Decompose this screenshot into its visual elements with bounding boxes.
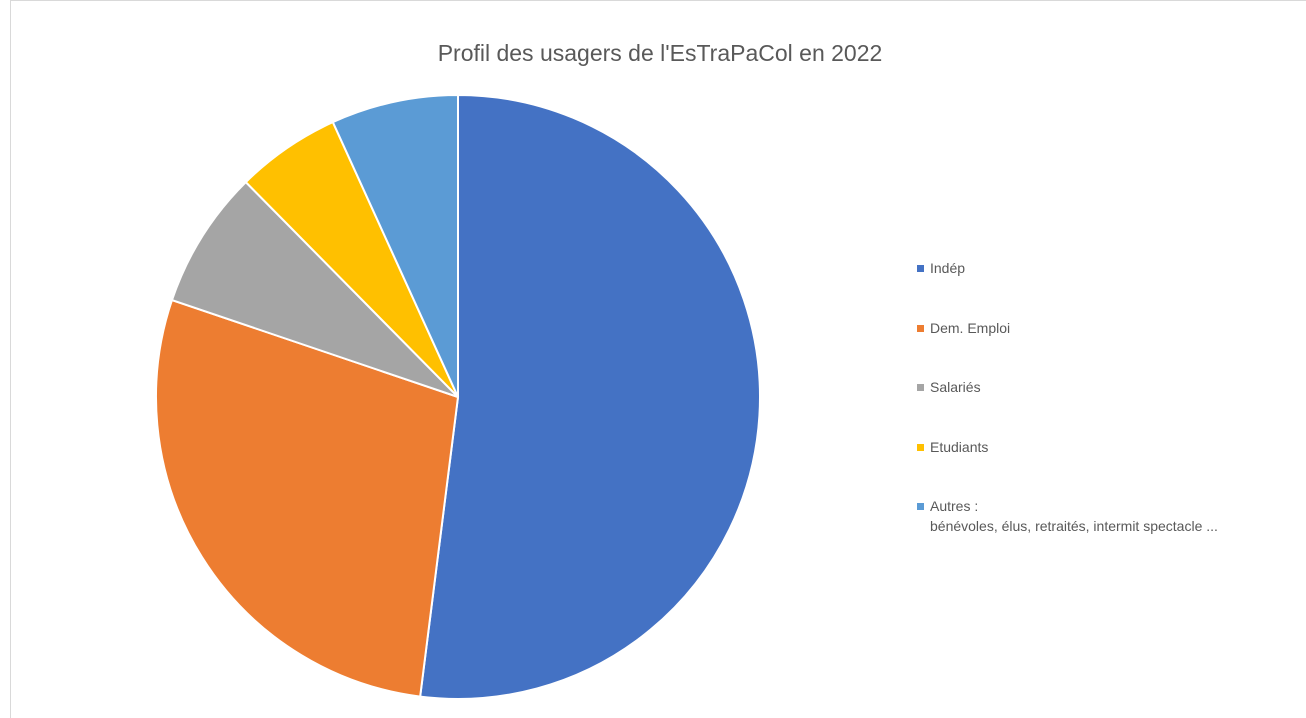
legend-label: Etudiants <box>930 438 989 455</box>
legend-label: Salariés <box>930 379 981 395</box>
pie-slice <box>170 180 459 398</box>
legend-swatch <box>917 384 924 391</box>
legend-swatch <box>917 265 924 272</box>
pie-slice <box>331 93 459 398</box>
legend-swatch <box>917 503 924 510</box>
legend-swatch <box>917 324 924 332</box>
legend-swatch <box>917 443 924 451</box>
pie-slice <box>155 298 460 698</box>
legend-label: Indép <box>930 260 966 276</box>
legend-label: Autres : bénévoles, élus, retraités, int… <box>930 498 1218 534</box>
chart-title: Profil des usagers de l'EsTraPaCol en 20… <box>438 40 883 66</box>
legend-label: Dem. Emploi <box>930 319 1011 336</box>
pie-slice <box>419 93 761 700</box>
